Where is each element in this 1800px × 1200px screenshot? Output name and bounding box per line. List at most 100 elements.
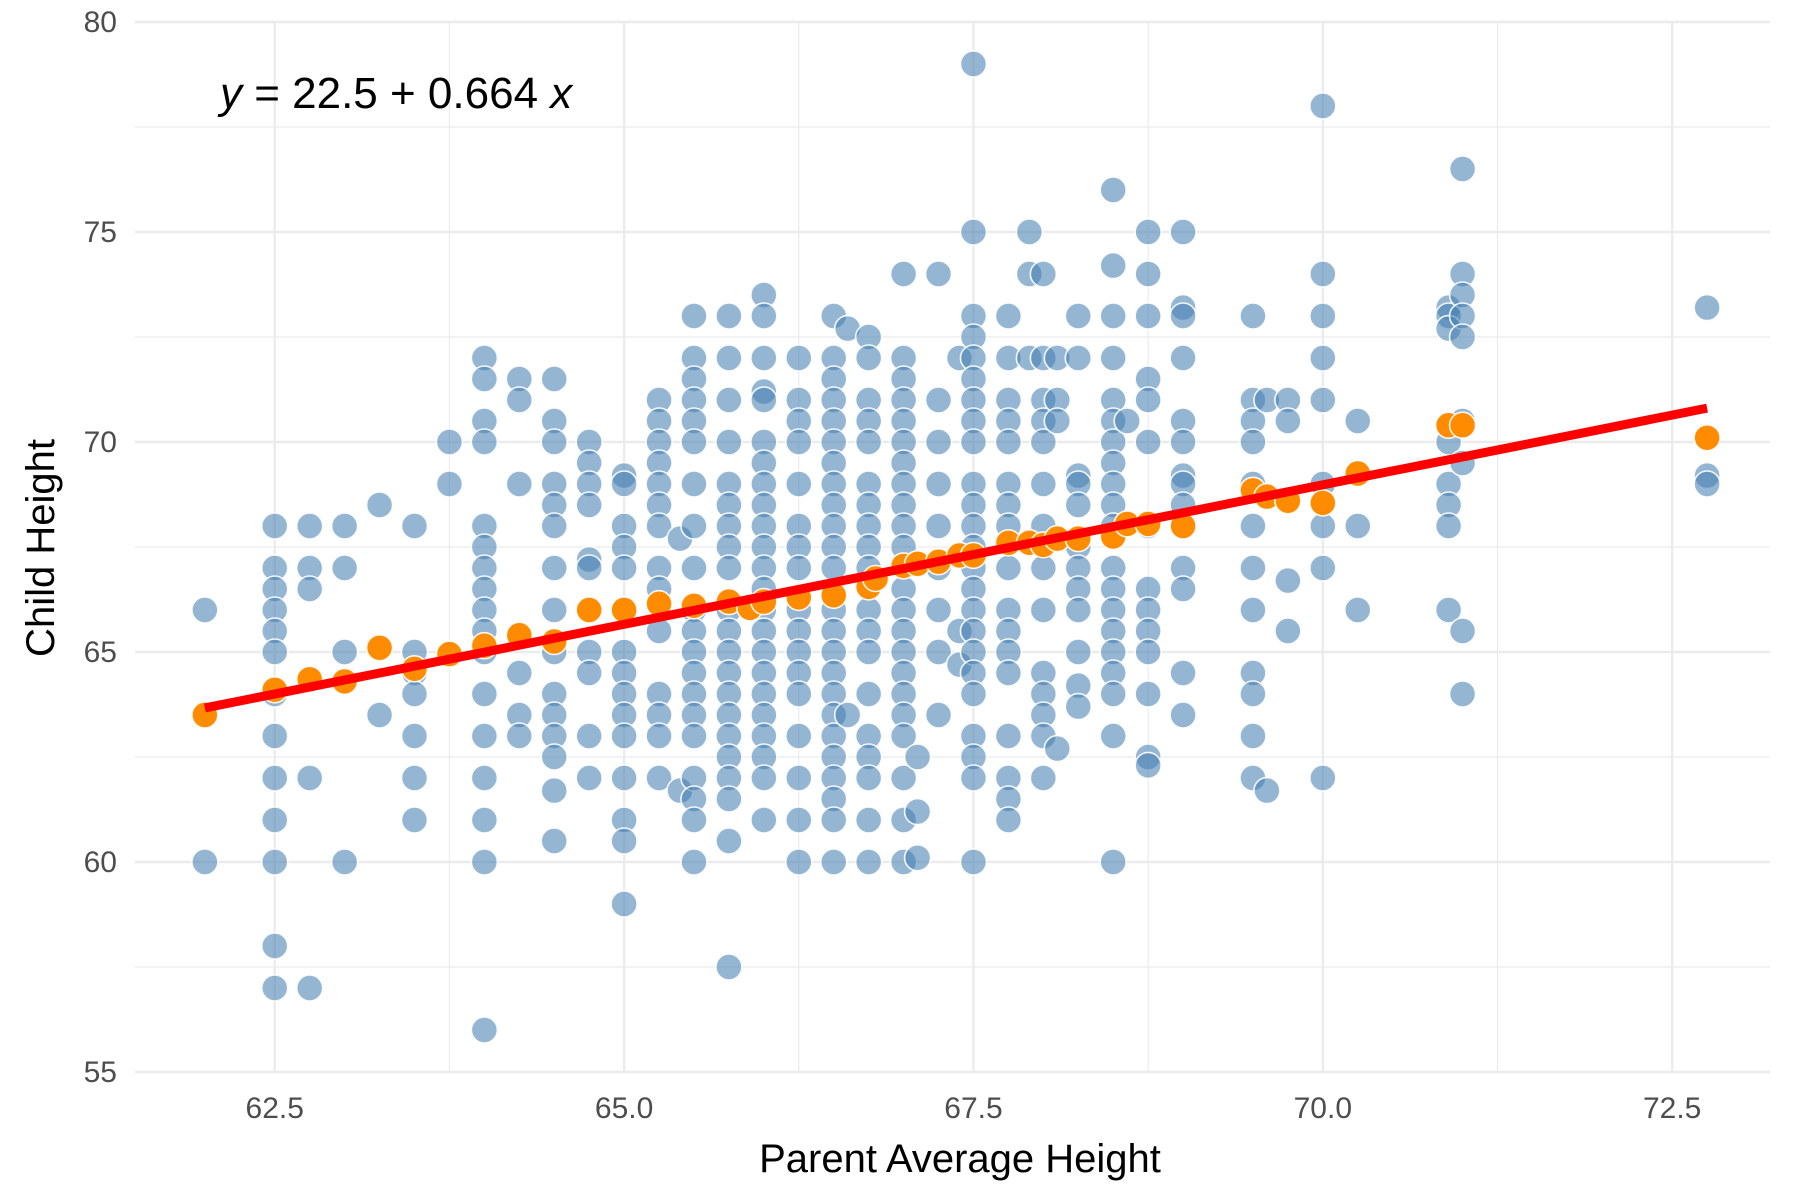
- observed-point: [1064, 344, 1093, 372]
- observed-point: [575, 722, 603, 750]
- fitted-point: [1448, 411, 1477, 440]
- observed-point: [1309, 512, 1337, 540]
- observed-point: [470, 365, 499, 393]
- observed-point: [435, 428, 464, 456]
- observed-point: [1134, 428, 1162, 456]
- observed-point: [1239, 596, 1267, 624]
- observed-point: [715, 386, 743, 414]
- observed-point: [1134, 218, 1162, 246]
- observed-point: [715, 827, 743, 855]
- observed-point: [1064, 692, 1093, 721]
- observed-point: [1343, 407, 1372, 435]
- observed-point: [1169, 659, 1197, 687]
- observed-point: [260, 512, 289, 540]
- observed-point: [1448, 617, 1477, 645]
- observed-point: [1043, 734, 1072, 763]
- observed-point: [1029, 428, 1058, 456]
- observed-point: [470, 1016, 499, 1044]
- observed-point: [575, 764, 603, 792]
- observed-point: [854, 806, 883, 834]
- observed-point: [1099, 680, 1128, 708]
- observed-point: [1134, 302, 1162, 330]
- observed-point: [1309, 260, 1337, 288]
- observed-point: [784, 680, 813, 708]
- fitted-point: [1309, 489, 1337, 517]
- observed-point: [854, 344, 883, 372]
- observed-point: [784, 554, 813, 582]
- observed-point: [540, 554, 569, 582]
- observed-point: [1448, 323, 1477, 351]
- observed-point: [924, 260, 953, 288]
- observed-point: [959, 680, 988, 708]
- observed-point: [750, 764, 778, 792]
- observed-point: [540, 365, 569, 393]
- observed-point: [295, 764, 324, 792]
- x-tick-label: 62.5: [246, 1092, 304, 1125]
- observed-point: [260, 848, 289, 876]
- observed-point: [191, 596, 219, 624]
- observed-point: [784, 722, 813, 750]
- x-tick-label: 70.0: [1294, 1092, 1352, 1125]
- equation-y: y: [217, 69, 245, 118]
- observed-point: [680, 848, 708, 876]
- observed-point: [1343, 596, 1372, 624]
- observed-point: [959, 848, 988, 876]
- observed-point: [715, 428, 743, 456]
- observed-point: [924, 470, 953, 498]
- observed-point: [505, 386, 534, 414]
- observed-point: [715, 554, 743, 582]
- observed-point: [330, 512, 359, 540]
- y-tick-label: 65: [84, 636, 117, 669]
- observed-point: [540, 428, 569, 456]
- observed-point: [715, 344, 743, 372]
- observed-point: [1169, 344, 1197, 372]
- observed-point: [540, 827, 569, 855]
- observed-point: [1239, 680, 1267, 708]
- observed-point: [330, 848, 359, 876]
- observed-point: [750, 806, 778, 834]
- observed-point: [924, 596, 953, 624]
- observed-point: [365, 701, 394, 729]
- observed-point: [854, 764, 883, 792]
- observed-point: [470, 764, 499, 792]
- fitted-point: [365, 633, 394, 662]
- observed-point: [1064, 596, 1093, 624]
- observed-point: [470, 722, 499, 750]
- observed-point: [750, 302, 778, 330]
- observed-point: [1309, 554, 1337, 582]
- observed-point: [1309, 386, 1337, 414]
- observed-point: [540, 776, 569, 805]
- observed-point: [260, 932, 289, 960]
- observed-point: [1099, 848, 1128, 876]
- observed-point: [1274, 566, 1302, 595]
- observed-point: [1134, 680, 1162, 708]
- observed-point: [854, 680, 883, 708]
- observed-point: [1099, 344, 1128, 372]
- fitted-point: [1693, 423, 1721, 452]
- observed-point: [645, 722, 673, 750]
- observed-point: [833, 701, 862, 729]
- observed-point: [1029, 596, 1058, 624]
- y-tick-label: 70: [84, 426, 117, 459]
- x-tick-label: 72.5: [1643, 1092, 1701, 1125]
- observed-point: [680, 554, 708, 582]
- observed-point: [1169, 428, 1197, 456]
- observed-point: [784, 848, 813, 876]
- observed-point: [924, 638, 953, 666]
- observed-point: [610, 722, 638, 750]
- observed-point: [784, 470, 813, 498]
- observed-point: [959, 50, 988, 78]
- observed-point: [1134, 638, 1162, 666]
- observed-point: [1434, 512, 1463, 540]
- observed-point: [1448, 155, 1477, 183]
- equation-body: = 22.5 + 0.664: [242, 69, 550, 118]
- observed-point: [1239, 722, 1267, 750]
- y-axis-title: Child Height: [19, 439, 63, 657]
- observed-point: [295, 575, 324, 603]
- observed-point: [470, 848, 499, 876]
- observed-point: [645, 764, 673, 792]
- observed-point: [1169, 218, 1197, 246]
- observed-point: [750, 344, 778, 372]
- observed-point: [505, 470, 534, 498]
- observed-point: [750, 386, 778, 414]
